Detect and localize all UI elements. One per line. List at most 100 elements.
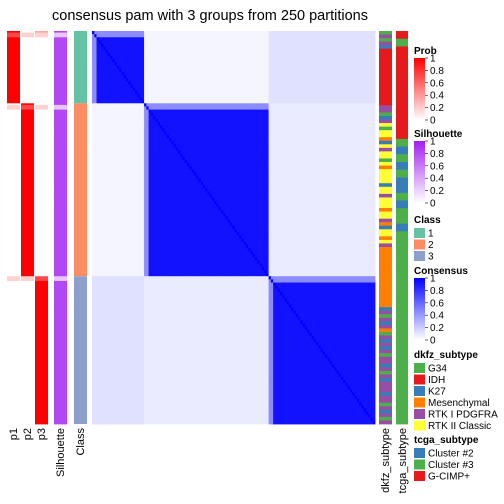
consensus-cell bbox=[193, 125, 197, 129]
consensus-cell bbox=[295, 34, 299, 38]
consensus-cell bbox=[334, 59, 337, 63]
consensus-cell bbox=[227, 93, 231, 98]
consensus-cell bbox=[302, 115, 306, 120]
consensus-cell bbox=[139, 119, 143, 123]
consensus-cell bbox=[350, 115, 353, 120]
consensus-cell bbox=[279, 87, 283, 92]
silhouette-cell bbox=[54, 378, 67, 381]
consensus-cell bbox=[211, 106, 215, 110]
consensus-cell bbox=[175, 31, 179, 35]
consensus-cell bbox=[279, 93, 283, 98]
consensus-cell bbox=[155, 93, 159, 98]
consensus-cell bbox=[198, 78, 202, 82]
consensus-cell bbox=[193, 115, 197, 120]
consensus-cell bbox=[268, 43, 272, 48]
prob-p1-cell bbox=[7, 240, 20, 243]
consensus-cell bbox=[336, 40, 340, 44]
consensus-cell bbox=[125, 68, 129, 73]
prob-p1-cell bbox=[7, 115, 20, 118]
prob-p1-cell bbox=[7, 353, 20, 356]
consensus-cell bbox=[255, 112, 258, 117]
consensus-cell bbox=[193, 71, 197, 76]
consensus-cell bbox=[311, 84, 315, 88]
consensus-cell bbox=[175, 37, 179, 41]
consensus-cell bbox=[216, 65, 220, 70]
prob-p3-cell bbox=[35, 125, 48, 128]
consensus-cell bbox=[227, 53, 231, 57]
consensus-cell bbox=[119, 31, 122, 35]
consensus-cell bbox=[345, 46, 349, 51]
consensus-cell bbox=[162, 103, 165, 107]
prob-p2-cell bbox=[21, 137, 34, 140]
consensus-cell bbox=[309, 71, 313, 76]
consensus-cell bbox=[105, 81, 109, 85]
consensus-cell bbox=[245, 78, 249, 82]
consensus-cell bbox=[352, 49, 356, 54]
consensus-cell bbox=[293, 49, 297, 54]
consensus-cell bbox=[345, 53, 349, 57]
consensus-cell bbox=[311, 31, 315, 35]
consensus-cell bbox=[356, 37, 360, 41]
consensus-cell bbox=[291, 40, 294, 44]
consensus-cell bbox=[223, 115, 226, 120]
consensus-cell bbox=[128, 93, 131, 98]
consensus-cell bbox=[232, 103, 236, 107]
consensus-cell bbox=[279, 43, 283, 48]
silhouette-cell bbox=[54, 38, 67, 41]
consensus-cell bbox=[191, 65, 195, 70]
prob-p3-cell bbox=[35, 51, 48, 54]
prob-p1-cell bbox=[7, 422, 20, 425]
consensus-cell bbox=[368, 97, 371, 101]
consensus-cell bbox=[146, 115, 149, 120]
prob-p3-cell bbox=[35, 208, 48, 211]
prob-p1-cell bbox=[7, 262, 20, 265]
consensus-cell bbox=[341, 65, 344, 70]
silhouette-cell bbox=[54, 169, 67, 172]
consensus-cell bbox=[307, 81, 310, 85]
consensus-cell bbox=[209, 53, 213, 57]
consensus-cell bbox=[350, 49, 353, 54]
consensus-cell bbox=[372, 100, 376, 104]
consensus-cell bbox=[116, 46, 120, 51]
consensus-cell bbox=[304, 93, 308, 98]
consensus-cell bbox=[268, 100, 272, 104]
consensus-cell bbox=[196, 34, 199, 38]
consensus-cell bbox=[214, 78, 217, 82]
consensus-cell bbox=[329, 103, 333, 107]
consensus-cell bbox=[164, 31, 168, 35]
consensus-cell bbox=[264, 75, 267, 79]
consensus-cell bbox=[293, 87, 297, 92]
consensus-cell bbox=[359, 90, 362, 95]
consensus-cell bbox=[137, 125, 140, 129]
consensus-cell bbox=[356, 78, 360, 82]
silhouette-cell bbox=[54, 280, 67, 283]
prob-p1-cell bbox=[7, 251, 20, 254]
consensus-cell bbox=[259, 128, 263, 133]
consensus-cell bbox=[178, 78, 181, 82]
consensus-cell bbox=[200, 90, 204, 95]
consensus-cell bbox=[279, 62, 283, 66]
consensus-cell bbox=[329, 115, 333, 120]
consensus-cell bbox=[94, 56, 97, 60]
consensus-cell bbox=[218, 106, 222, 110]
consensus-cell bbox=[159, 125, 163, 129]
silhouette-cell bbox=[54, 128, 67, 131]
consensus-cell bbox=[227, 119, 231, 123]
consensus-cell bbox=[250, 122, 254, 126]
prob-p1-cell bbox=[7, 321, 20, 324]
consensus-cell bbox=[316, 97, 319, 101]
consensus-cell bbox=[196, 31, 199, 35]
consensus-cell bbox=[350, 78, 353, 82]
consensus-cell bbox=[107, 122, 111, 126]
consensus-cell bbox=[116, 71, 120, 76]
consensus-cell bbox=[359, 65, 362, 70]
prob-p2-cell bbox=[21, 67, 34, 70]
consensus-cell bbox=[241, 49, 245, 54]
prob-p3-cell bbox=[35, 65, 48, 68]
consensus-cell bbox=[230, 40, 233, 44]
consensus-cell bbox=[331, 75, 335, 79]
consensus-cell bbox=[327, 106, 331, 110]
consensus-cell bbox=[184, 87, 188, 92]
consensus-cell bbox=[248, 90, 251, 95]
consensus-cell bbox=[248, 125, 251, 129]
